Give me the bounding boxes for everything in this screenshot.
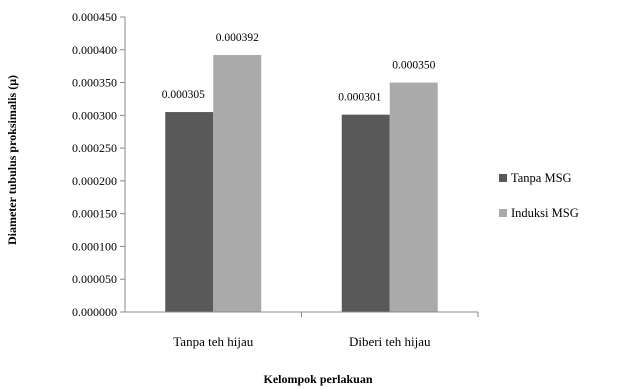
y-axis-title: Diameter tubulus proksimalis (μ) xyxy=(5,75,19,245)
x-axis-ticks: Tanpa teh hijau Diberi teh hijau xyxy=(173,334,431,349)
axes xyxy=(120,16,479,317)
y-tick-label: 0.000050 xyxy=(72,272,117,286)
data-label: 0.000301 xyxy=(338,92,381,104)
data-label: 0.000392 xyxy=(216,32,259,44)
y-tick-label: 0.000200 xyxy=(72,174,117,188)
data-label: 0.000305 xyxy=(162,89,205,101)
bar xyxy=(213,55,262,313)
legend-label: Tanpa MSG xyxy=(511,171,572,185)
x-tick-label: Tanpa teh hijau xyxy=(173,334,253,349)
x-axis-title: Kelompok perlakuan xyxy=(263,372,372,386)
y-tick-label: 0.000300 xyxy=(72,108,117,122)
y-axis-ticks: 0.000000 0.000050 0.000100 0.000150 0.000200… xyxy=(72,10,117,319)
bar xyxy=(341,114,390,312)
bars xyxy=(165,55,438,313)
bar xyxy=(165,112,214,312)
y-tick-label: 0.000400 xyxy=(72,43,117,57)
y-tick-label: 0.000150 xyxy=(72,207,117,221)
data-labels: 0.000305 0.000392 0.000301 0.000350 xyxy=(162,32,436,104)
y-tick-label: 0.000450 xyxy=(72,10,117,24)
bar xyxy=(389,82,438,312)
y-tick-label: 0.000100 xyxy=(72,239,117,253)
y-tick-label: 0.000000 xyxy=(72,305,117,319)
legend: Tanpa MSG Induksi MSG xyxy=(499,171,579,220)
legend-swatch xyxy=(499,209,507,217)
y-tick-label: 0.000250 xyxy=(72,141,117,155)
data-label: 0.000350 xyxy=(392,60,435,72)
x-tick-label: Diberi teh hijau xyxy=(349,334,431,349)
legend-label: Induksi MSG xyxy=(511,206,579,220)
legend-swatch xyxy=(499,174,507,182)
y-tick-label: 0.000350 xyxy=(72,76,117,90)
